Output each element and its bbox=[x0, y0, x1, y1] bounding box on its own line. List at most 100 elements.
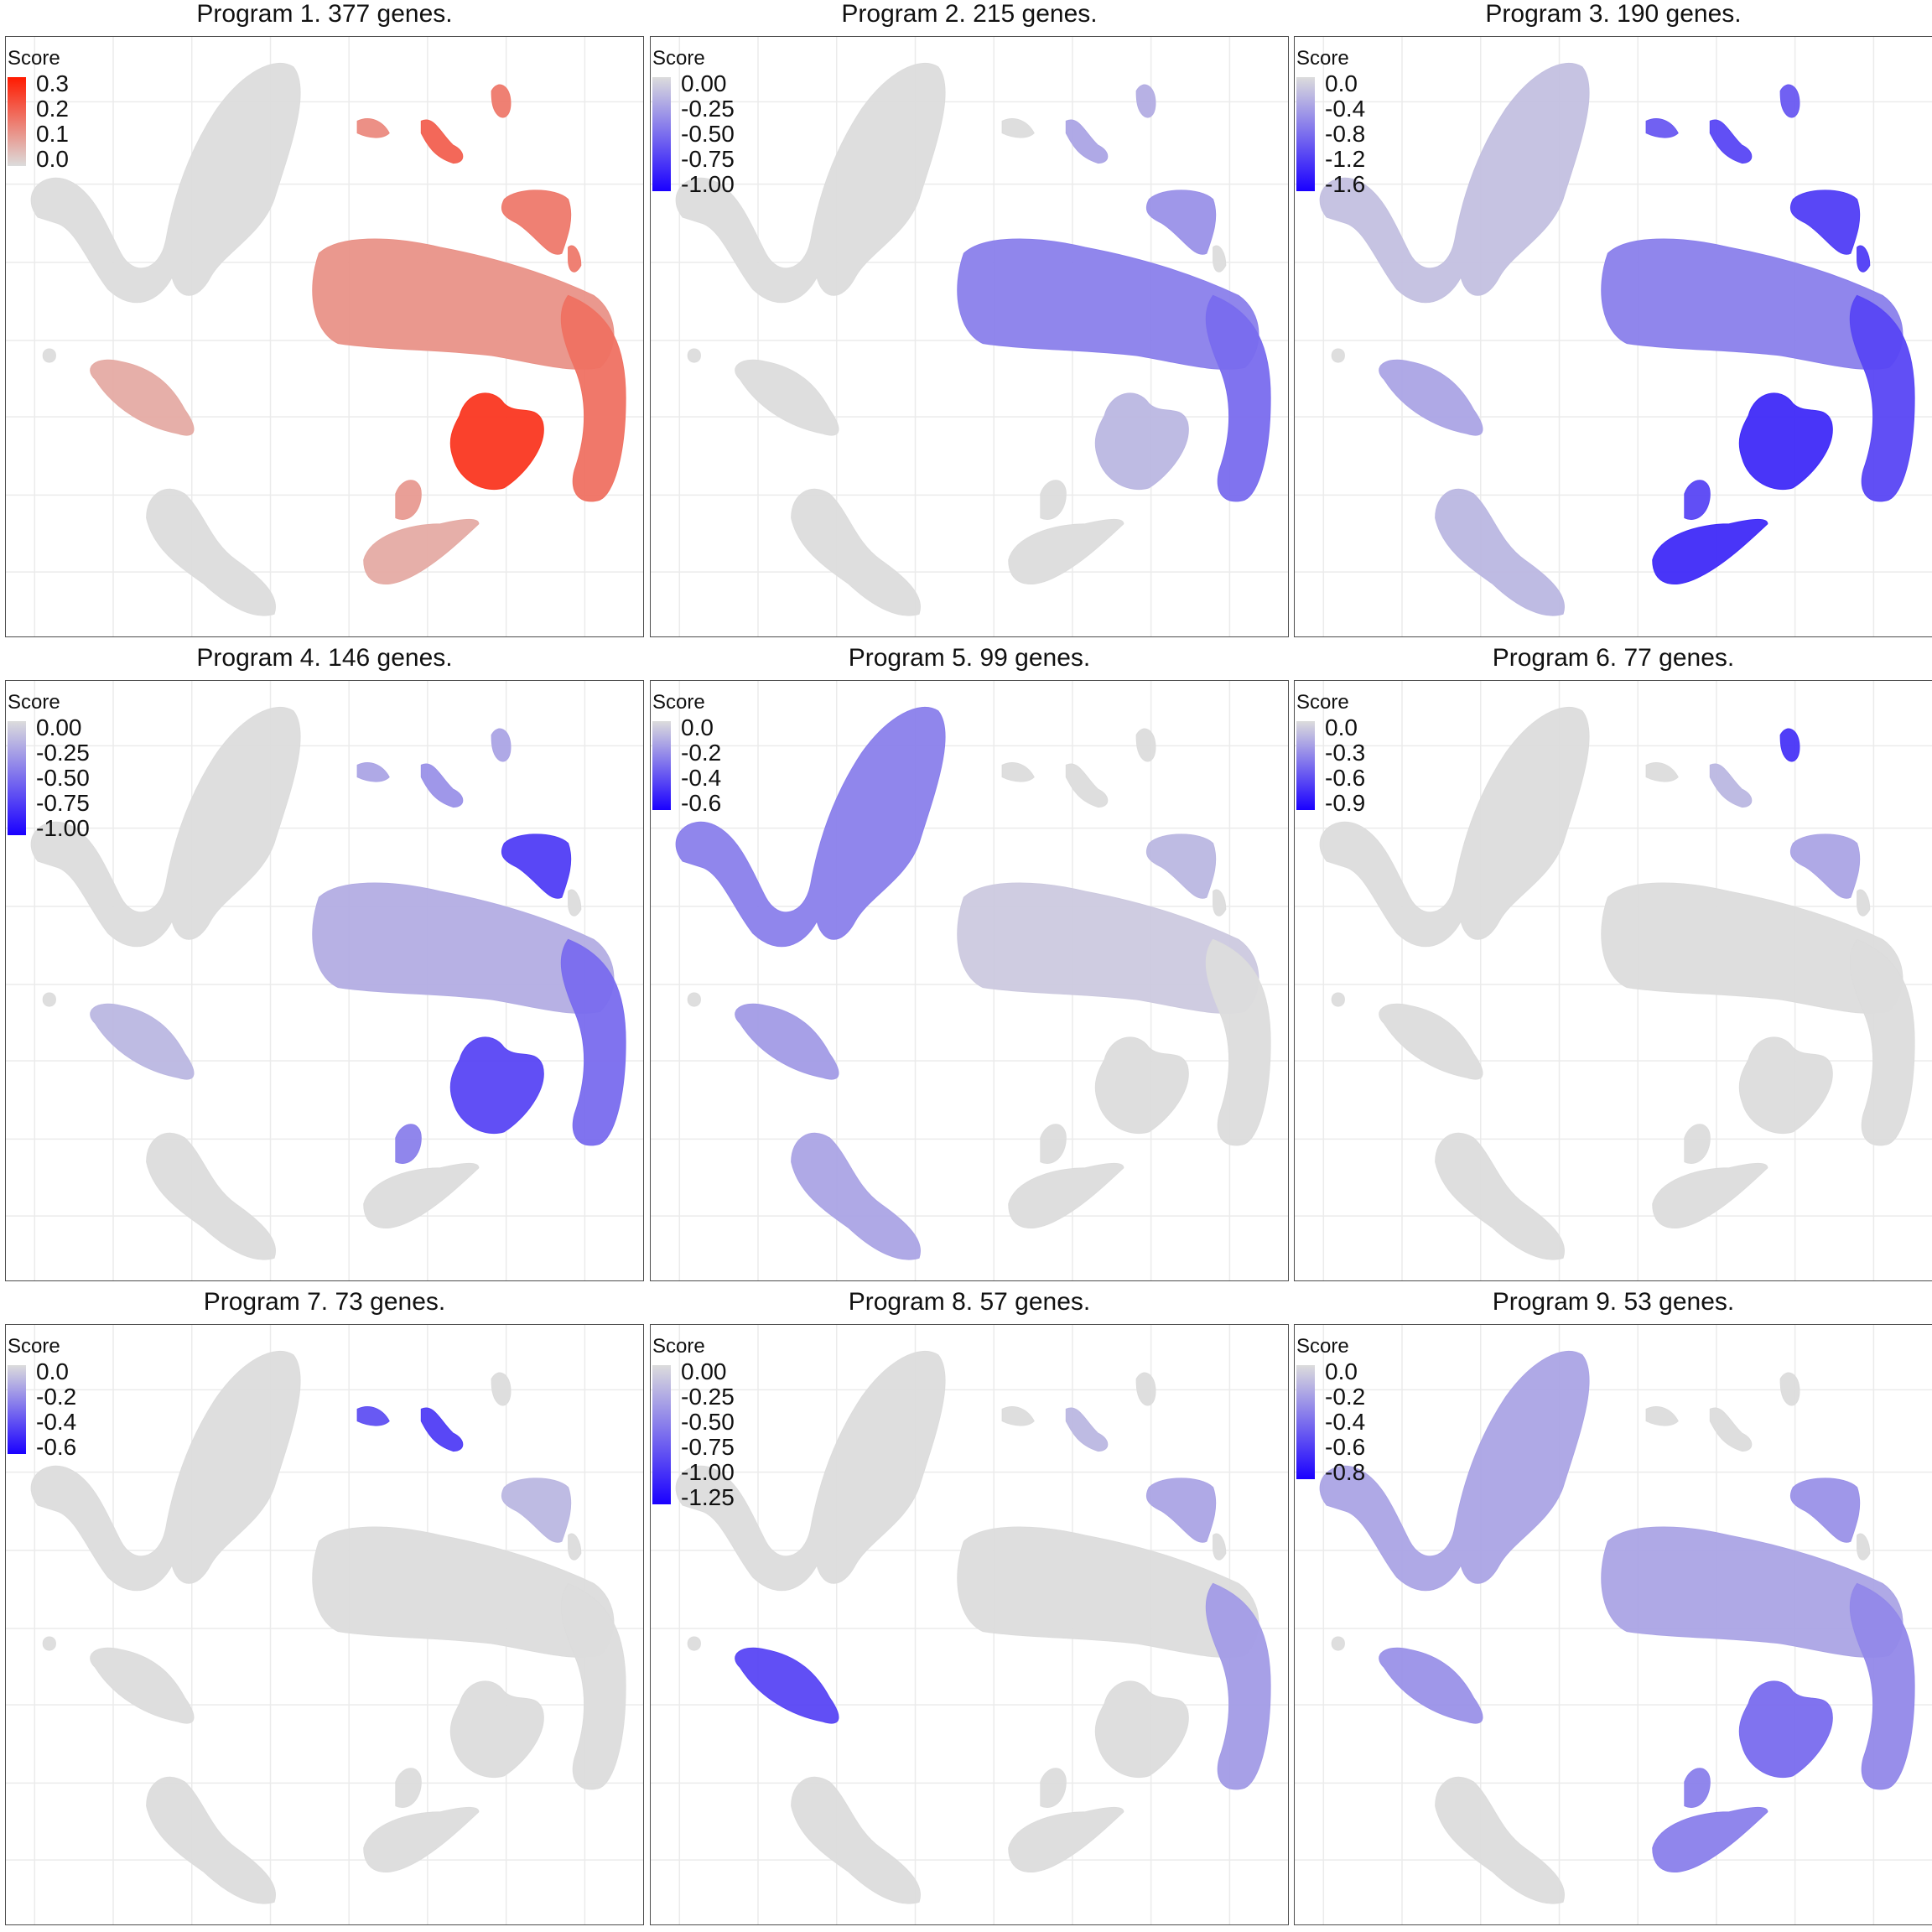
score-legend: Score 0.0 -0.2 -0.4 -0.6 bbox=[652, 691, 721, 815]
cell-cluster-blob bbox=[1739, 1681, 1832, 1778]
cell-cluster-islet2 bbox=[1066, 764, 1108, 808]
umap-scatter bbox=[651, 1325, 1289, 1925]
legend-tick-label: -0.50 bbox=[681, 1409, 735, 1435]
cell-cluster-lower bbox=[1653, 1163, 1768, 1228]
cell-cluster-topright bbox=[1790, 1478, 1859, 1542]
cell-cluster-left2 bbox=[735, 360, 839, 435]
score-legend: Score 0.0 -0.4 -0.8 -1.2 -1.6 bbox=[1296, 49, 1365, 196]
cell-cluster-lower bbox=[364, 1807, 479, 1872]
legend-tick-label: -0.3 bbox=[1325, 740, 1366, 766]
cell-cluster-islet3 bbox=[1136, 729, 1156, 761]
cell-cluster-blob bbox=[450, 1681, 543, 1778]
cell-cluster-left3 bbox=[792, 1133, 921, 1259]
legend-colorbar bbox=[1296, 721, 1315, 810]
legend-title: Score bbox=[8, 47, 60, 70]
legend-tick-label: 0.00 bbox=[681, 1358, 727, 1384]
legend-tick-label: -0.2 bbox=[1325, 1384, 1366, 1410]
cell-cluster-knob bbox=[1857, 246, 1870, 272]
plot-area: Score 0.0 -0.2 -0.4 -0.6 bbox=[5, 1324, 644, 1925]
cell-cluster-left3 bbox=[792, 1777, 921, 1903]
program-panel-7: Program 7. 73 genes. Score 0.0 -0.2 -0.4 -0.6 bbox=[5, 1290, 644, 1925]
cell-cluster-islet1 bbox=[357, 119, 389, 138]
cell-cluster-islet1 bbox=[357, 1407, 389, 1426]
cell-cluster-islet3 bbox=[1780, 1373, 1800, 1405]
program-panel-1: Program 1. 377 genes. Score 0.3 0.2 0.1 0.0 bbox=[5, 2, 644, 637]
cell-cluster-arm bbox=[1850, 1583, 1914, 1789]
program-panel-9: Program 9. 53 genes. Score 0.0 -0.2 -0.4 -0.6… bbox=[1294, 1290, 1932, 1925]
cell-cluster-islet3 bbox=[1780, 85, 1800, 117]
cell-cluster-knob bbox=[1213, 1534, 1226, 1560]
cell-cluster-left3 bbox=[147, 1133, 276, 1259]
program-panel-5: Program 5. 99 genes. Score 0.0 -0.2 -0.4 -0.6 bbox=[650, 646, 1289, 1281]
cell-cluster-islet3 bbox=[491, 1373, 511, 1405]
legend-tick-label: -0.6 bbox=[1325, 1434, 1366, 1460]
cell-cluster-left2 bbox=[1379, 1004, 1483, 1079]
legend-tick-label: 0.0 bbox=[681, 714, 714, 740]
cell-cluster-knob bbox=[569, 890, 581, 916]
legend-tick-label: -0.4 bbox=[1325, 1409, 1366, 1435]
panel-title: Program 7. 73 genes. bbox=[203, 1288, 446, 1316]
cell-cluster-left2 bbox=[735, 1648, 839, 1723]
legend-colorbar bbox=[1296, 77, 1315, 191]
cell-cluster-left2 bbox=[1379, 360, 1483, 435]
legend-tick-label: -0.50 bbox=[681, 121, 735, 147]
cell-cluster-left1 bbox=[31, 707, 300, 946]
legend-tick-label: 0.1 bbox=[36, 121, 69, 147]
cell-cluster-knob bbox=[569, 1534, 581, 1560]
legend-tick-label: -1.00 bbox=[681, 1459, 735, 1485]
cell-cluster-topright bbox=[1146, 1478, 1215, 1542]
legend-colorbar bbox=[8, 77, 26, 166]
cell-cluster-left2 bbox=[91, 1648, 194, 1723]
umap-scatter bbox=[651, 37, 1289, 637]
cell-cluster-dot bbox=[688, 1637, 700, 1650]
score-legend: Score 0.0 -0.2 -0.4 -0.6 -0.8 bbox=[1296, 1337, 1365, 1484]
score-legend: Score 0.3 0.2 0.1 0.0 bbox=[8, 47, 69, 171]
cell-cluster-knob bbox=[1213, 246, 1226, 272]
plot-area: Score 0.00 -0.25 -0.50 -0.75 -1.00 bbox=[5, 680, 644, 1281]
panel-title: Program 1. 377 genes. bbox=[196, 0, 453, 28]
cell-cluster-blob bbox=[1095, 393, 1188, 490]
cell-cluster-lowerknob bbox=[1685, 480, 1710, 520]
legend-colorbar bbox=[652, 77, 671, 191]
plot-area: Score 0.00 -0.25 -0.50 -0.75 -1.00 bbox=[650, 36, 1289, 637]
cell-cluster-islet2 bbox=[421, 120, 463, 164]
umap-scatter bbox=[1295, 1325, 1932, 1925]
score-legend: Score 0.00 -0.25 -0.50 -0.75 -1.00 bbox=[652, 49, 735, 196]
score-legend: Score 0.0 -0.2 -0.4 -0.6 bbox=[8, 1337, 76, 1459]
legend-tick-label: -0.4 bbox=[681, 765, 722, 791]
cell-cluster-islet2 bbox=[1066, 1408, 1108, 1452]
plot-area: Score 0.0 -0.3 -0.6 -0.9 bbox=[1294, 680, 1932, 1281]
cell-cluster-left1 bbox=[676, 707, 945, 946]
panel-title: Program 6. 77 genes. bbox=[1492, 644, 1735, 672]
cell-cluster-islet2 bbox=[1710, 764, 1752, 808]
cell-cluster-islet3 bbox=[1136, 1373, 1156, 1405]
cell-cluster-left1 bbox=[676, 1351, 945, 1590]
cell-cluster-dot bbox=[688, 349, 700, 362]
legend-title: Score bbox=[652, 691, 705, 714]
cell-cluster-topright bbox=[501, 1478, 570, 1542]
legend-tick-label: -0.8 bbox=[1325, 1459, 1366, 1485]
plot-area: Score 0.0 -0.4 -0.8 -1.2 -1.6 bbox=[1294, 36, 1932, 637]
legend-tick-label: -0.25 bbox=[681, 96, 735, 122]
legend-tick-label: -0.8 bbox=[1325, 121, 1366, 147]
cell-cluster-islet2 bbox=[1066, 120, 1108, 164]
cell-cluster-left1 bbox=[31, 63, 300, 302]
legend-tick-label: 0.0 bbox=[36, 1358, 69, 1384]
cell-cluster-lowerknob bbox=[396, 1768, 421, 1808]
program-panel-8: Program 8. 57 genes. Score 0.00 -0.25 -0.50-… bbox=[650, 1290, 1289, 1925]
cell-cluster-dot bbox=[43, 993, 55, 1006]
plot-area: Score 0.3 0.2 0.1 0.0 bbox=[5, 36, 644, 637]
cell-cluster-islet1 bbox=[357, 763, 389, 782]
legend-tick-label: 0.0 bbox=[1325, 70, 1358, 96]
umap-scatter bbox=[651, 681, 1289, 1281]
score-legend: Score 0.0 -0.3 -0.6 -0.9 bbox=[1296, 693, 1365, 815]
cell-cluster-lowerknob bbox=[396, 1124, 421, 1164]
plot-area: Score 0.0 -0.2 -0.4 -0.6 -0.8 bbox=[1294, 1324, 1932, 1925]
score-legend: Score 0.00 -0.25 -0.50 -0.75 -1.00 -1.25 bbox=[652, 1337, 735, 1509]
cell-cluster-dot bbox=[1332, 993, 1344, 1006]
cell-cluster-dot bbox=[688, 993, 700, 1006]
legend-tick-label: -0.6 bbox=[36, 1434, 77, 1460]
legend-tick-label: 0.00 bbox=[36, 714, 82, 740]
cell-cluster-left1 bbox=[1320, 1351, 1589, 1590]
cell-cluster-left3 bbox=[147, 1777, 276, 1903]
